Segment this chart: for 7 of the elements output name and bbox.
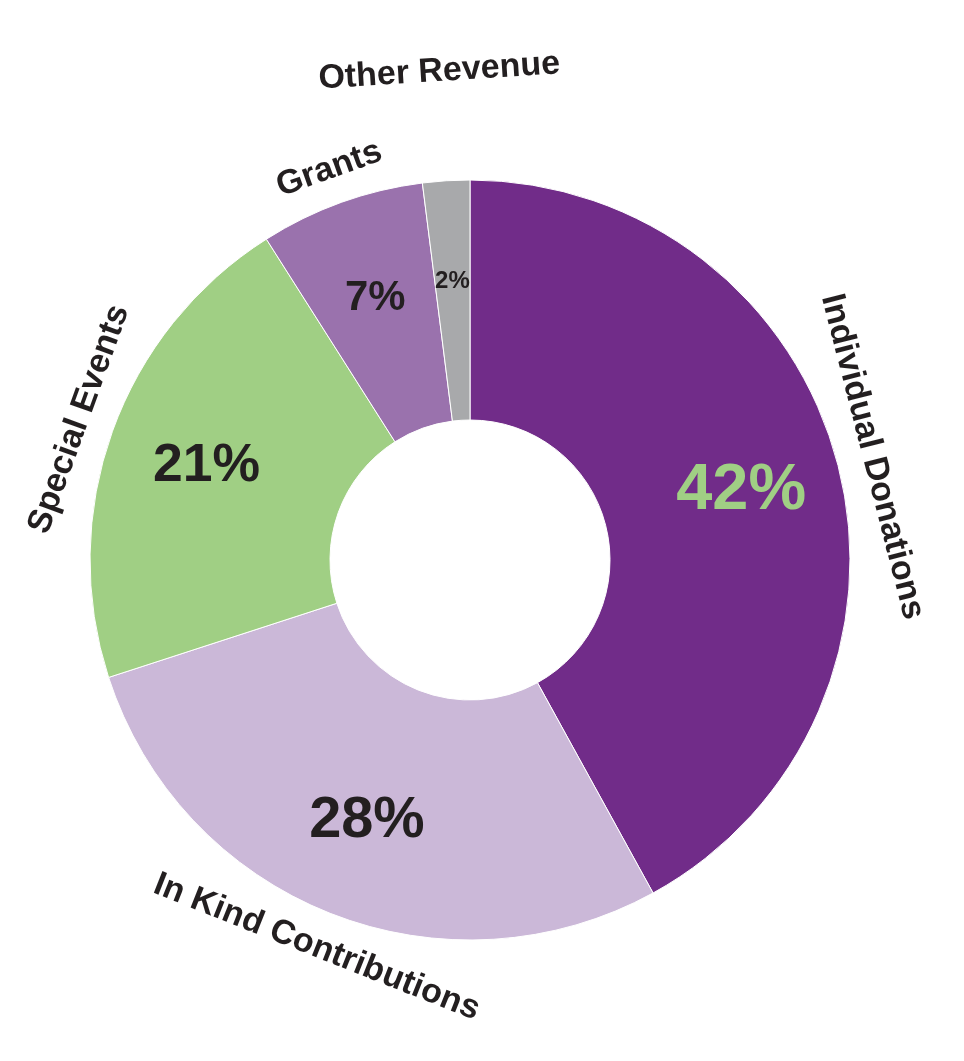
data-label: 42% <box>676 450 807 524</box>
slice-label: Other Revenue <box>317 42 561 96</box>
data-label: 28% <box>309 785 425 850</box>
data-label: 21% <box>153 433 261 493</box>
data-label: 7% <box>344 271 406 319</box>
data-label: 2% <box>435 265 470 293</box>
slice-label: Grants <box>270 130 387 204</box>
